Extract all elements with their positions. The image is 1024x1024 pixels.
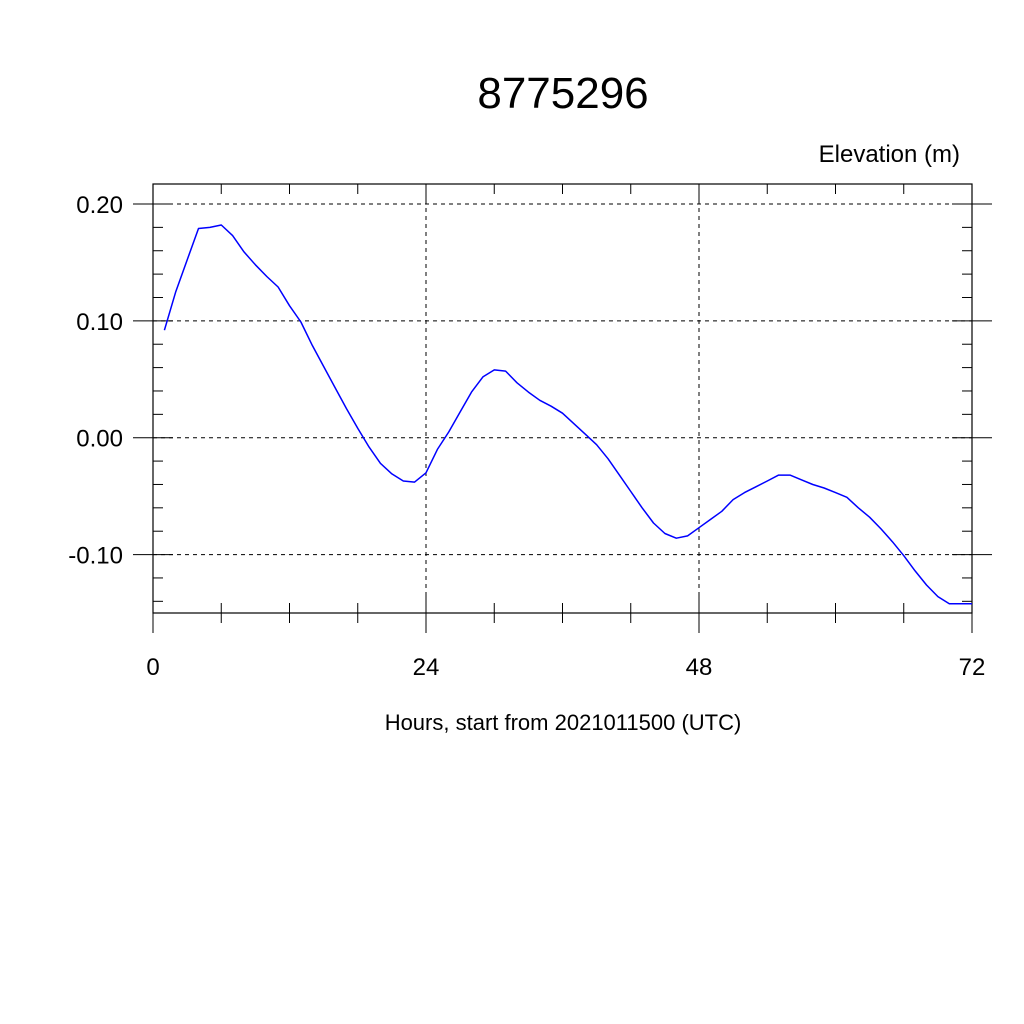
chart-title: 8775296: [477, 69, 648, 118]
series-line-0: [163, 224, 972, 605]
plot-frame: [152, 183, 973, 614]
x-tick-label-1: 24: [413, 654, 440, 681]
x-tick-label-3: 72: [959, 654, 986, 681]
grid: [153, 184, 973, 613]
tick-labels: 0.20 0.10 0.00 -0.10 0 24 48 72: [68, 192, 985, 681]
axis-ticks: [133, 184, 992, 633]
y-tick-label-3: -0.10: [68, 543, 123, 570]
x-tick-label-2: 48: [686, 654, 713, 681]
x-axis-label: Hours, start from 2021011500 (UTC): [385, 710, 742, 735]
x-tick-label-0: 0: [146, 654, 159, 681]
series: [163, 224, 972, 605]
y-axis-label: Elevation (m): [819, 141, 960, 168]
plot-border: [152, 183, 973, 614]
y-tick-label-0: 0.20: [76, 192, 123, 219]
y-tick-label-2: 0.00: [76, 426, 123, 453]
y-tick-label-1: 0.10: [76, 309, 123, 336]
